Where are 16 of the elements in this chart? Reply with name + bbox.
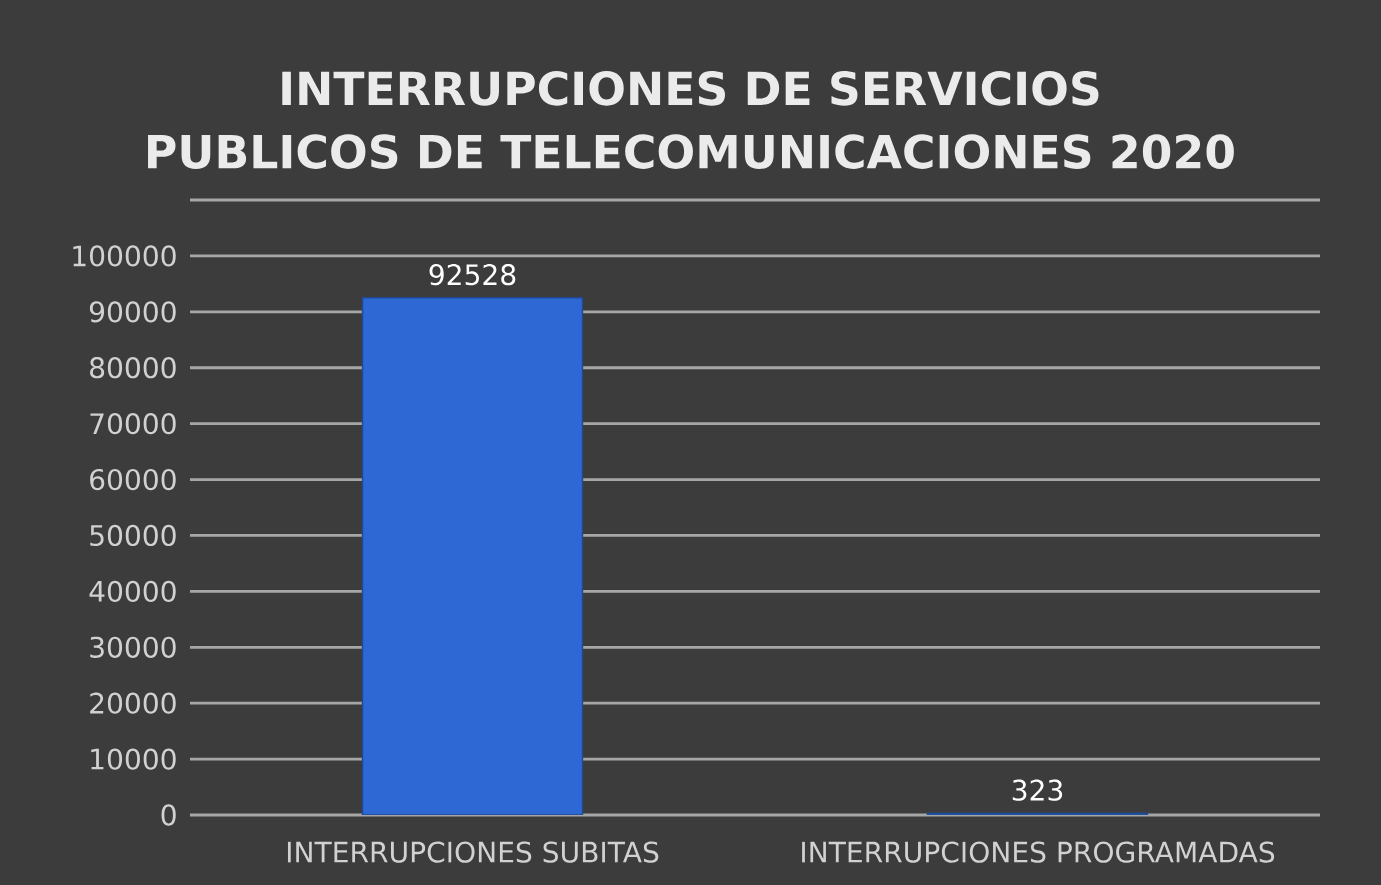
data-label: 92528 <box>429 263 516 286</box>
y-tick-label: 50000 <box>90 524 176 547</box>
y-tick-label: 60000 <box>90 468 176 491</box>
y-tick-label: 100000 <box>73 245 176 267</box>
y-tick-label: 0 <box>161 804 176 826</box>
y-tick-label: 80000 <box>90 357 176 379</box>
y-tick-label: 30000 <box>90 636 176 658</box>
y-tick-label: 10000 <box>91 748 176 770</box>
y-tick-label: 90000 <box>89 301 176 323</box>
y-tick-label: 20000 <box>90 692 176 714</box>
data-label: 323 <box>1012 779 1063 801</box>
y-tick-label: 40000 <box>89 580 176 602</box>
x-tick-label: INTERRUPCIONES SUBITAS <box>287 841 659 863</box>
chart-title: INTERRUPCIONES DE SERVICIOS PUBLICOS DE TELECOMUNICACIONES 2020 <box>148 71 1234 169</box>
x-tick-label: INTERRUPCIONES PROGRAMADAS <box>802 841 1275 863</box>
y-tick-label: 70000 <box>90 412 176 435</box>
